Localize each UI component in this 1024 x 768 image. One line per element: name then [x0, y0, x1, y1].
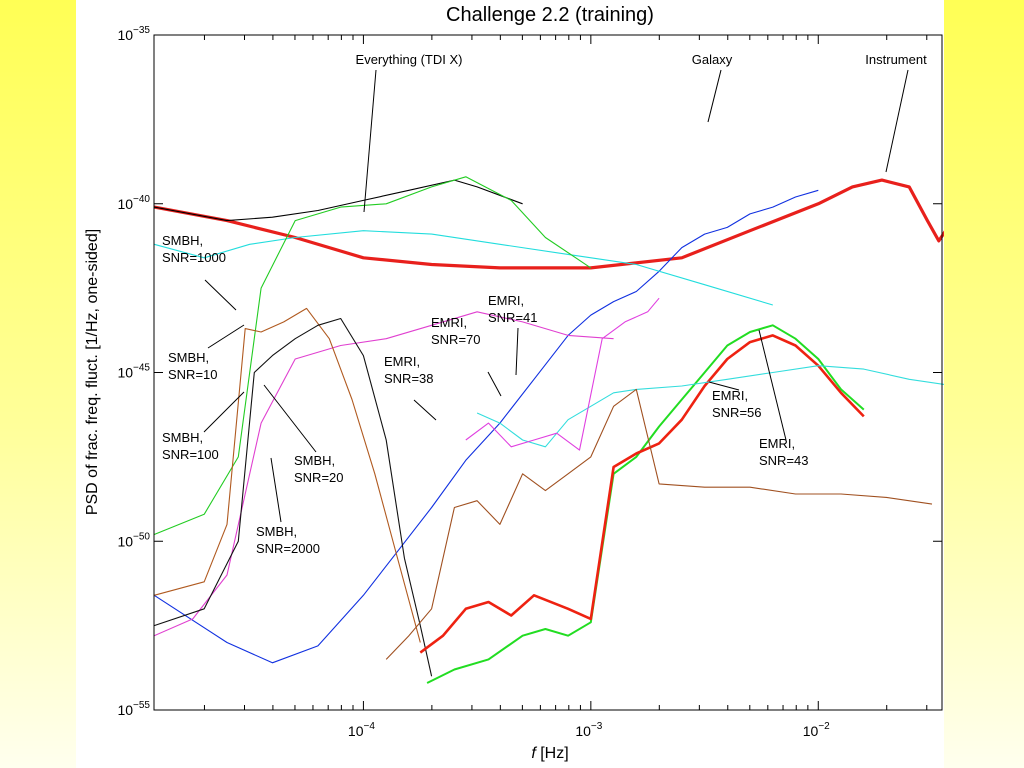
annotation-label: SMBH, SNR=10 — [168, 350, 218, 382]
annotation-label-line: SNR=1000 — [162, 250, 226, 265]
y-tick-label: 10−35 — [117, 25, 150, 43]
series-line-emri-snr-43 — [419, 334, 865, 654]
series-line-smbh-snr-10 — [154, 307, 421, 643]
x-tick-label-exponent: −2 — [818, 721, 830, 732]
y-tick-label-base: 10 — [117, 702, 133, 718]
annotation-label: SMBH, SNR=1000 — [162, 233, 226, 265]
annotation-label-line: SNR=2000 — [256, 541, 320, 556]
annotation-label-line: SMBH, — [162, 233, 203, 248]
annotation-leader — [413, 399, 437, 421]
annotation-label: Everything (TDI X) — [356, 52, 463, 67]
annotation-leader — [204, 279, 237, 311]
annotation-label-line: SNR=41 — [488, 310, 538, 325]
x-tick-label: 10−3 — [575, 721, 602, 739]
y-tick-label-base: 10 — [117, 533, 133, 549]
y-tick-label-exponent: −40 — [133, 194, 150, 205]
y-tick-label: 10−40 — [117, 194, 150, 212]
series-line-galaxy — [153, 189, 819, 664]
series-line-smbh-snr-20 — [154, 317, 433, 677]
annotation-label-line: EMRI, — [759, 436, 795, 451]
annotation-label-line: Instrument — [865, 52, 927, 67]
annotation-label: SMBH, SNR=20 — [294, 453, 344, 485]
series-line-everything-tdi-x — [154, 179, 523, 222]
annotation-label-line: SMBH, — [162, 430, 203, 445]
annotation-label: SMBH, SNR=100 — [162, 430, 219, 462]
x-tick-label: 10−4 — [348, 721, 375, 739]
x-tick-label-exponent: −3 — [591, 721, 603, 732]
annotation-label: EMRI, SNR=38 — [384, 354, 434, 386]
y-tick-label: 10−50 — [117, 531, 150, 549]
series-line-emri-snr-38 — [385, 388, 933, 660]
annotation-label-line: Everything (TDI X) — [356, 52, 463, 67]
annotation-label-line: SMBH, — [294, 453, 335, 468]
annotation-label: Instrument — [865, 52, 927, 67]
x-tick-label-exponent: −4 — [364, 721, 376, 732]
annotation-label-line: SNR=43 — [759, 453, 809, 468]
series-line-smbh-snr-100 — [153, 311, 614, 637]
annotation-label-line: Galaxy — [692, 52, 733, 67]
annotation-leader — [207, 324, 245, 349]
y-tick-label-exponent: −55 — [133, 700, 150, 711]
series-line-instrument — [153, 178, 944, 270]
chart-title: Challenge 2.2 (training) — [446, 4, 654, 26]
series-line-smbh-snr-2000 — [153, 176, 592, 536]
annotation-label-line: SNR=10 — [168, 367, 218, 382]
y-axis-label: PSD of frac. freq. fluct. [1/Hz, one-sid… — [84, 229, 101, 515]
y-tick-label-base: 10 — [117, 365, 133, 381]
annotation-label-line: SNR=56 — [712, 405, 762, 420]
series-line-smbh-snr-1000 — [154, 230, 773, 306]
annotation-leader — [270, 457, 282, 523]
figure-panel: Challenge 2.2 (training) 10−4 10−3 10−2 10−… — [76, 0, 944, 768]
x-axis-label: f [Hz] — [531, 745, 568, 762]
annotation-leader — [885, 69, 909, 173]
x-tick-label-base: 10 — [803, 723, 819, 739]
y-tick-label-exponent: −35 — [133, 25, 150, 36]
x-axis-label-unit: [Hz] — [536, 745, 569, 762]
annotation-label-line: EMRI, — [712, 388, 748, 403]
series-layer — [153, 176, 944, 684]
annotation-label-line: SMBH, — [168, 350, 209, 365]
annotation-leader — [515, 327, 519, 376]
annotation-leader — [707, 69, 722, 123]
annotation-label: EMRI, SNR=41 — [488, 293, 538, 325]
y-tick-label-exponent: −45 — [133, 363, 150, 374]
annotation-label: EMRI, SNR=43 — [759, 436, 809, 468]
annotation-leader — [203, 391, 245, 433]
annotation-leader — [758, 329, 787, 441]
annotation-label: EMRI, SNR=70 — [431, 315, 481, 347]
annotation-label-line: SNR=70 — [431, 332, 481, 347]
y-tick-label: 10−55 — [117, 700, 150, 718]
annotation-label-line: EMRI, — [384, 354, 420, 369]
annotation-label: SMBH, SNR=2000 — [256, 524, 320, 556]
annotation-label-line: EMRI, — [431, 315, 467, 330]
y-tick-label-base: 10 — [117, 196, 133, 212]
annotation-label-line: SNR=20 — [294, 470, 344, 485]
y-tick-label-exponent: −50 — [133, 531, 150, 542]
x-tick-label: 10−2 — [803, 721, 830, 739]
annotation-leader — [263, 384, 317, 453]
annotation-label: Galaxy — [692, 52, 733, 67]
annotation-label-line: SNR=100 — [162, 447, 219, 462]
x-axis-label-symbol: f — [531, 745, 537, 762]
annotation-leader — [487, 371, 502, 397]
annotation-leader — [708, 381, 740, 391]
annotation-label: EMRI, SNR=56 — [712, 388, 762, 420]
x-tick-label-base: 10 — [575, 723, 591, 739]
annotation-label-line: SMBH, — [256, 524, 297, 539]
annotation-leader — [363, 69, 377, 213]
x-tick-label-base: 10 — [348, 723, 364, 739]
y-tick-label: 10−45 — [117, 363, 150, 381]
series-line-emri-snr-56 — [426, 324, 865, 684]
series-line-emri-snr-41 — [465, 297, 660, 451]
psd-chart: Challenge 2.2 (training) 10−4 10−3 10−210−… — [84, 4, 944, 762]
annotation-label-line: EMRI, — [488, 293, 524, 308]
annotation-label-line: SNR=38 — [384, 371, 434, 386]
y-tick-label-base: 10 — [117, 27, 133, 43]
